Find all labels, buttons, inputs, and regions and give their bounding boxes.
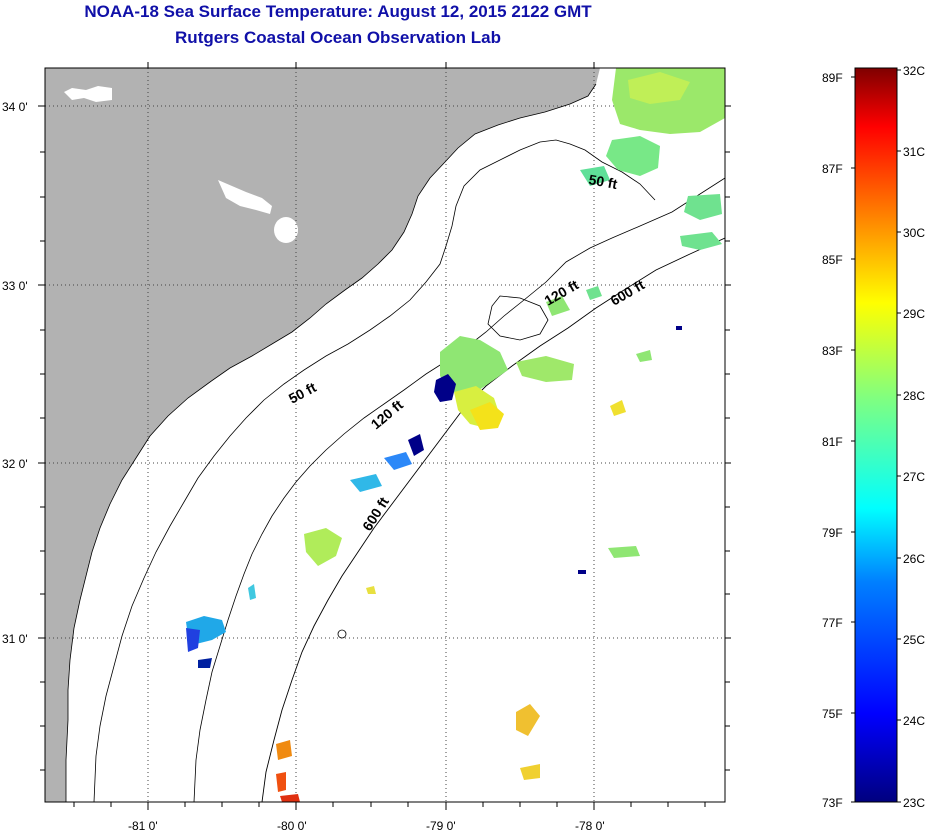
sst-pixels: [186, 68, 725, 802]
colorbar-c-label: 23C: [903, 796, 925, 810]
colorbar-c-label: 28C: [903, 389, 925, 403]
colorbar-f-label: 73F: [822, 796, 843, 810]
lat-label: 32 0': [2, 457, 28, 471]
lat-label: 31 0': [2, 632, 28, 646]
colorbar-c-label: 32C: [903, 64, 925, 78]
colorbar-f-label: 77F: [822, 616, 843, 630]
colorbar-c-label: 31C: [903, 145, 925, 159]
colorbar: [854, 67, 898, 803]
lon-label: -80 0': [277, 819, 307, 832]
isobath-50ft: [93, 139, 656, 802]
lon-label: -78 0': [575, 819, 605, 832]
colorbar-f-label: 87F: [822, 162, 843, 176]
lon-label: -79 0': [426, 819, 456, 832]
isobath-600ft: [261, 237, 725, 802]
colorbar-f-label: 75F: [822, 707, 843, 721]
colorbar-f-label: 79F: [822, 526, 843, 540]
colorbar-c-label: 25C: [903, 633, 925, 647]
colorbar-f-label: 85F: [822, 253, 843, 267]
map-frame: [44, 67, 726, 803]
lat-label: 34 0': [2, 100, 28, 114]
colorbar-f-label: 89F: [822, 71, 843, 85]
map-subtitle: Rutgers Coastal Ocean Observation Lab: [175, 28, 501, 47]
colorbar-c-label: 24C: [903, 714, 925, 728]
colorbar-c-label: 30C: [903, 226, 925, 240]
colorbar-c-label: 27C: [903, 470, 925, 484]
colorbar-c-label: 29C: [903, 307, 925, 321]
colorbar-f-label: 81F: [822, 435, 843, 449]
colorbar-f-label: 83F: [822, 344, 843, 358]
land-mass: [45, 68, 600, 802]
coastline: [65, 83, 597, 802]
colorbar-c-label: 26C: [903, 552, 925, 566]
lat-label: 33 0': [2, 279, 28, 293]
map-title: NOAA-18 Sea Surface Temperature: August …: [84, 2, 592, 21]
lon-label: -81 0': [128, 819, 158, 832]
graticule: [45, 68, 725, 802]
contour-label: 50 ft: [587, 171, 618, 192]
